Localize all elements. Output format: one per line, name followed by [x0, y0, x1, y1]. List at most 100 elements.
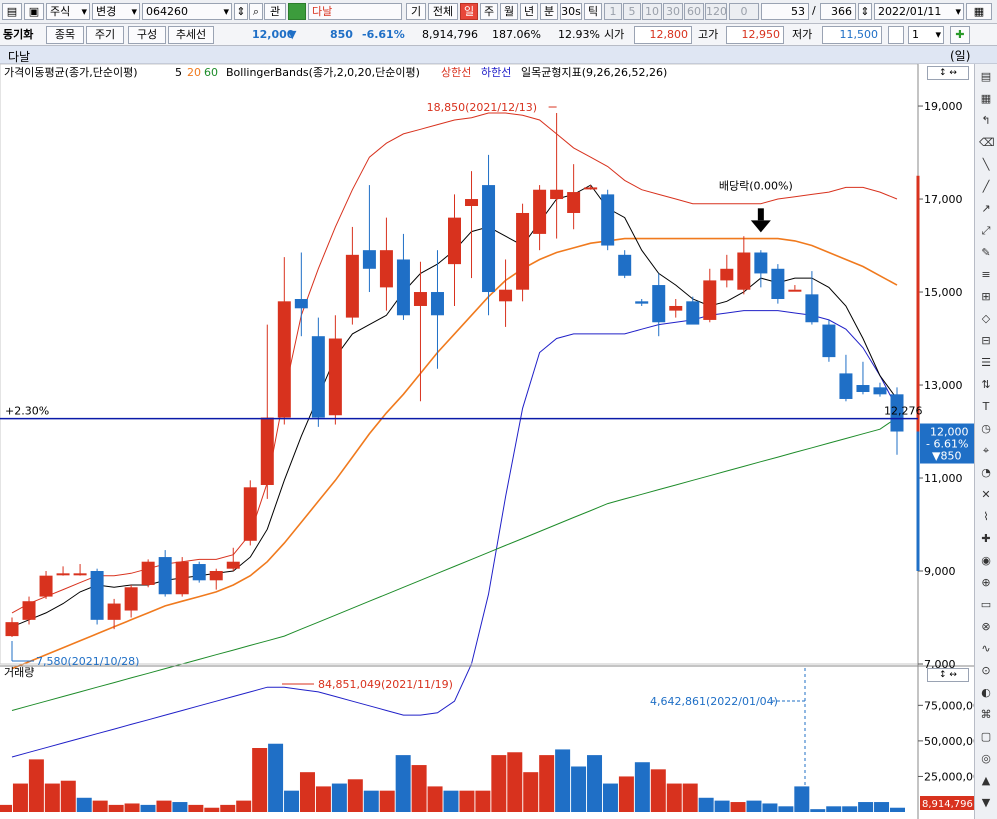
tool-icon[interactable]: ▤ — [980, 70, 992, 83]
tool-icon[interactable]: ◎ — [981, 752, 991, 765]
tool-icon[interactable]: ▢ — [980, 730, 992, 743]
dividend-arrow-icon — [750, 220, 771, 233]
spin-icon[interactable]: ⇕ — [234, 3, 248, 20]
volume-bar — [411, 765, 427, 812]
tool-icon[interactable]: ⊞ — [981, 290, 991, 303]
spin-input[interactable]: 1 ▾ — [908, 26, 944, 44]
volume-bar — [92, 800, 108, 812]
period-minute-button[interactable]: 분 — [540, 3, 558, 20]
tool-icon[interactable]: T — [982, 400, 990, 413]
tool-icon[interactable]: ↰ — [981, 114, 991, 127]
candle-body — [499, 289, 513, 302]
volume-bar — [602, 783, 618, 812]
current-change-label: ▼850 — [932, 450, 961, 463]
tool-icon[interactable]: ✕ — [981, 488, 991, 501]
tool-icon[interactable]: ◉ — [981, 554, 991, 567]
item-button[interactable]: 종목 — [46, 26, 84, 44]
tool-icon[interactable]: ▦ — [980, 92, 992, 105]
spin-icon[interactable]: ⇕ — [858, 3, 872, 20]
window-icon[interactable]: ▣ — [24, 3, 44, 20]
calendar-icon[interactable]: ▦ — [966, 3, 992, 20]
candle-body — [516, 212, 530, 290]
tool-icon[interactable]: ⇅ — [981, 378, 991, 391]
tool-icon[interactable]: ✎ — [981, 246, 991, 259]
legend-bb-upper: 상한선 — [441, 66, 471, 79]
trendline-button[interactable]: 추세선 — [168, 26, 214, 44]
price-scale-button[interactable]: ↕ ↔ — [927, 66, 969, 80]
volume-scale-button[interactable]: ↕ ↔ — [927, 668, 969, 682]
candles — [5, 113, 904, 638]
period-button[interactable]: 주기 — [86, 26, 124, 44]
tick-option-120[interactable]: 120 — [705, 3, 727, 20]
date-input[interactable]: 2022/01/11 ▾ — [874, 3, 964, 20]
candle-body — [175, 561, 189, 595]
volume-bar — [236, 800, 252, 812]
candle-body — [56, 573, 70, 576]
tick-option-60[interactable]: 60 — [684, 3, 704, 20]
candle-body — [277, 301, 291, 418]
tool-icon[interactable]: ◷ — [981, 422, 991, 435]
tool-icon[interactable]: ⊟ — [981, 334, 991, 347]
high-label: 18,850(2021/12/13) — [427, 101, 537, 114]
period-day-button[interactable]: 일 — [460, 3, 478, 20]
period-all-button[interactable]: 전체 — [428, 3, 458, 20]
tick-option-5[interactable]: 5 — [623, 3, 641, 20]
tool-icon[interactable]: ◔ — [981, 466, 991, 479]
checkbox[interactable] — [888, 26, 904, 44]
chart-link-button[interactable]: 관 — [264, 3, 286, 20]
current-volume-box — [920, 796, 974, 810]
current-price: 12,000 — [252, 28, 295, 41]
tool-icon[interactable]: ⌫ — [979, 136, 995, 149]
tool-icon[interactable]: ≡ — [981, 268, 991, 281]
tool-icon[interactable]: ▭ — [980, 598, 992, 611]
tool-icon[interactable]: ☰ — [981, 356, 991, 369]
period-year-button[interactable]: 년 — [520, 3, 538, 20]
menu-icon[interactable]: ▤ — [2, 3, 22, 20]
price-chart[interactable]: 7,000 9,000 11,000 13,000 15,000 17,000 19,000… — [0, 64, 974, 819]
ma20-line — [11, 237, 898, 670]
tool-icon[interactable]: ⌖ — [982, 444, 990, 457]
period-tick-button[interactable]: 틱 — [584, 3, 602, 20]
period-30s-button[interactable]: 30s — [560, 3, 582, 20]
tool-icon[interactable]: ⌘ — [980, 708, 992, 721]
tool-icon[interactable]: ▲ — [981, 774, 991, 787]
volume-bar — [618, 776, 634, 812]
tick-option-10[interactable]: 10 — [642, 3, 662, 20]
period-month-button[interactable]: 월 — [500, 3, 518, 20]
candle-body — [328, 338, 342, 416]
candle-body — [839, 373, 853, 399]
sync-label[interactable]: 동기화 — [3, 28, 34, 41]
add-icon[interactable]: ✚ — [950, 26, 970, 44]
volume-bar — [284, 790, 300, 812]
layout-button[interactable]: 구성 — [128, 26, 166, 44]
tool-icon[interactable]: ⊗ — [981, 620, 991, 633]
tool-icon[interactable]: ⊙ — [981, 664, 991, 677]
volume-bar — [810, 809, 826, 812]
legend-ichimoku: 일목균형지표(9,26,26,52,26) — [521, 65, 667, 79]
tool-icon[interactable]: ╱ — [982, 180, 990, 193]
candle-body — [822, 324, 836, 358]
stock-code-input[interactable]: 064260 ▾ — [142, 3, 232, 20]
period-week-button[interactable]: 주 — [480, 3, 498, 20]
tool-icon[interactable]: ✚ — [981, 532, 991, 545]
change-select[interactable]: 변경 ▾ — [92, 3, 140, 20]
legend-ma20: 20 — [187, 66, 201, 79]
period-gi-button[interactable]: 기 — [406, 3, 426, 20]
tool-icon[interactable]: ◐ — [981, 686, 991, 699]
tick-option-1[interactable]: 1 — [604, 3, 622, 20]
candle-body — [311, 336, 325, 418]
tool-icon[interactable]: ⊕ — [981, 576, 991, 589]
tool-icon[interactable]: ▼ — [981, 796, 991, 809]
tool-icon[interactable]: ⤢ — [981, 224, 991, 237]
tool-icon[interactable]: ⌇ — [983, 510, 989, 523]
display-count-input[interactable]: 53 — [761, 3, 809, 20]
tick-count-input[interactable]: 0 — [729, 3, 759, 20]
tool-icon[interactable]: ∿ — [981, 642, 991, 655]
tool-icon[interactable]: ╲ — [982, 158, 990, 171]
search-icon[interactable]: ⌕ — [249, 3, 263, 20]
tick-option-30[interactable]: 30 — [663, 3, 683, 20]
change-label: 변경 — [96, 5, 117, 18]
market-select[interactable]: 주식 ▾ — [46, 3, 90, 20]
tool-icon[interactable]: ↗ — [981, 202, 991, 215]
tool-icon[interactable]: ◇ — [981, 312, 991, 325]
